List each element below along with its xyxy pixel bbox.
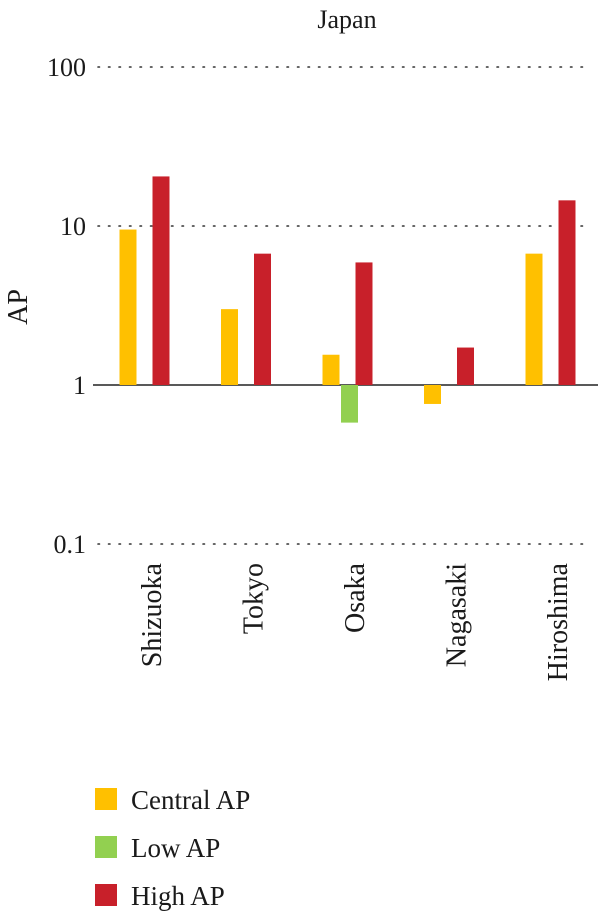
bar-high-ap-nagasaki (457, 347, 474, 385)
x-tick-label: Nagasaki (442, 563, 473, 667)
legend-label: Low AP (131, 833, 220, 863)
legend-swatch (95, 788, 117, 810)
y-axis-label: AP (3, 289, 34, 325)
bar-high-ap-osaka (355, 262, 373, 385)
y-axis-ticks: 0.1 1 10 100 (47, 53, 86, 559)
y-tick-label: 100 (47, 53, 86, 82)
bar-central-ap-nagasaki (424, 385, 441, 404)
legend: Central AP Low AP High AP (95, 785, 250, 911)
x-tick-label: Osaka (340, 562, 371, 633)
bar-central-ap-shizuoka (119, 229, 137, 385)
x-tick-label: Hiroshima (543, 562, 574, 681)
bar-low-ap-osaka (341, 385, 358, 423)
y-tick-label: 1 (73, 371, 86, 400)
grid-lines (97, 66, 589, 545)
legend-swatch (95, 836, 117, 858)
bar-high-ap-tokyo (254, 253, 271, 385)
bar-central-ap-tokyo (221, 309, 238, 385)
y-tick-label: 0.1 (54, 530, 87, 559)
bar-high-ap-hiroshima (558, 200, 576, 385)
x-tick-label: Shizuoka (137, 562, 168, 667)
y-tick-label: 10 (60, 212, 86, 241)
legend-label: Central AP (131, 785, 250, 815)
chart-title: Japan (317, 5, 376, 34)
bar-central-ap-osaka (322, 354, 340, 385)
x-axis-labels: Shizuoka Tokyo Osaka Nagasaki Hiroshima (137, 562, 574, 681)
bar-high-ap-shizuoka (152, 176, 170, 385)
bars (119, 176, 576, 423)
x-tick-label: Tokyo (239, 563, 270, 634)
legend-label: High AP (131, 881, 225, 911)
legend-swatch (95, 884, 117, 906)
bar-central-ap-hiroshima (525, 253, 543, 385)
